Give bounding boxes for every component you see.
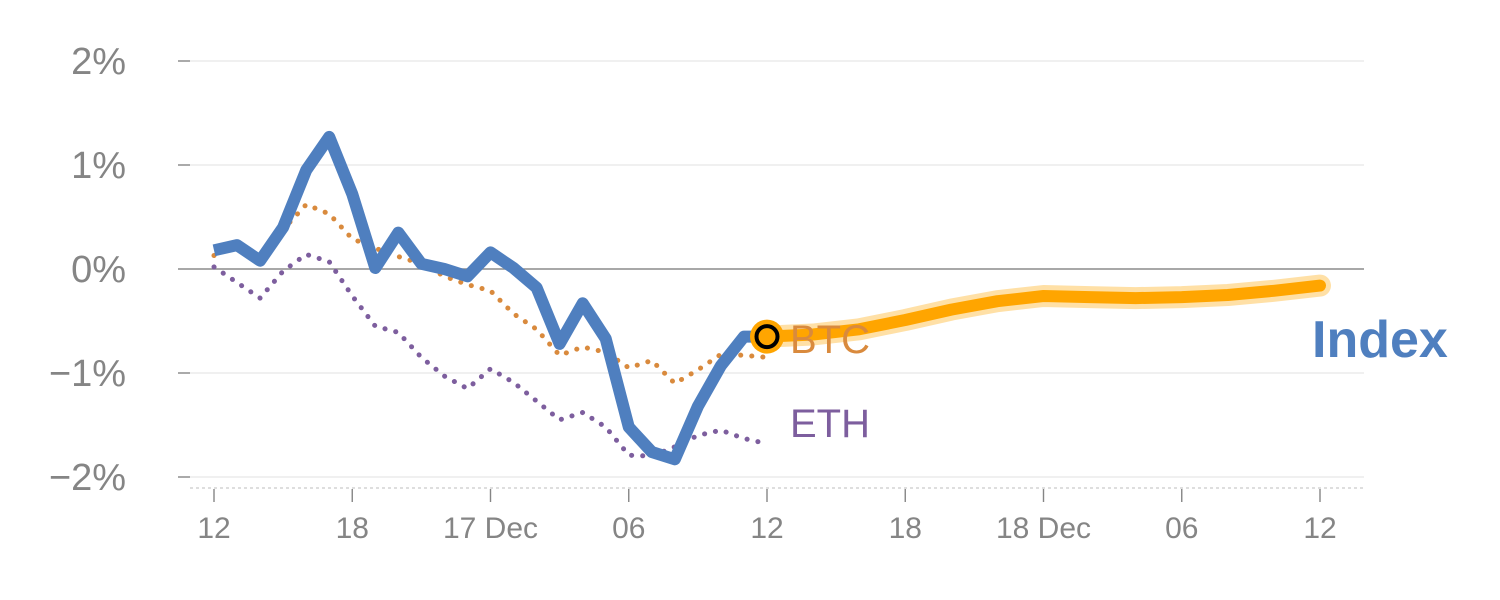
y-tick-label: 0% (71, 249, 126, 291)
index-series-label: Index (1312, 311, 1448, 369)
label-layer: BTC ETH Index (790, 311, 1448, 446)
x-tick-label: 17 Dec (443, 512, 538, 545)
index-line (212, 130, 767, 466)
x-tick-label: 18 (889, 512, 922, 545)
x-tick-label: 18 (336, 512, 369, 545)
eth-series-label: ETH (790, 402, 870, 446)
btc-line (211, 202, 770, 386)
axis-layer: 2% 1% 0% −1% −2% 12 18 17 Dec 06 12 18 18 Dec 06 12 (49, 41, 1364, 545)
series-layer (211, 130, 1331, 466)
x-tick-label: 12 (197, 512, 230, 545)
x-tick-label: 06 (1165, 512, 1198, 545)
current-point-ring (754, 324, 780, 350)
x-tick-label: 06 (612, 512, 645, 545)
x-tick-label: 18 Dec (996, 512, 1091, 545)
grid-layer (178, 60, 1364, 478)
y-tick-label: −2% (49, 457, 126, 499)
y-tick-label: −1% (49, 353, 126, 395)
btc-series-label: BTC (790, 318, 870, 362)
x-tick-label: 12 (750, 512, 783, 545)
y-tick-label: 2% (71, 41, 126, 83)
index-forecast-line (761, 279, 1326, 343)
y-tick-label: 1% (71, 145, 126, 187)
x-tick-label: 12 (1303, 512, 1336, 545)
